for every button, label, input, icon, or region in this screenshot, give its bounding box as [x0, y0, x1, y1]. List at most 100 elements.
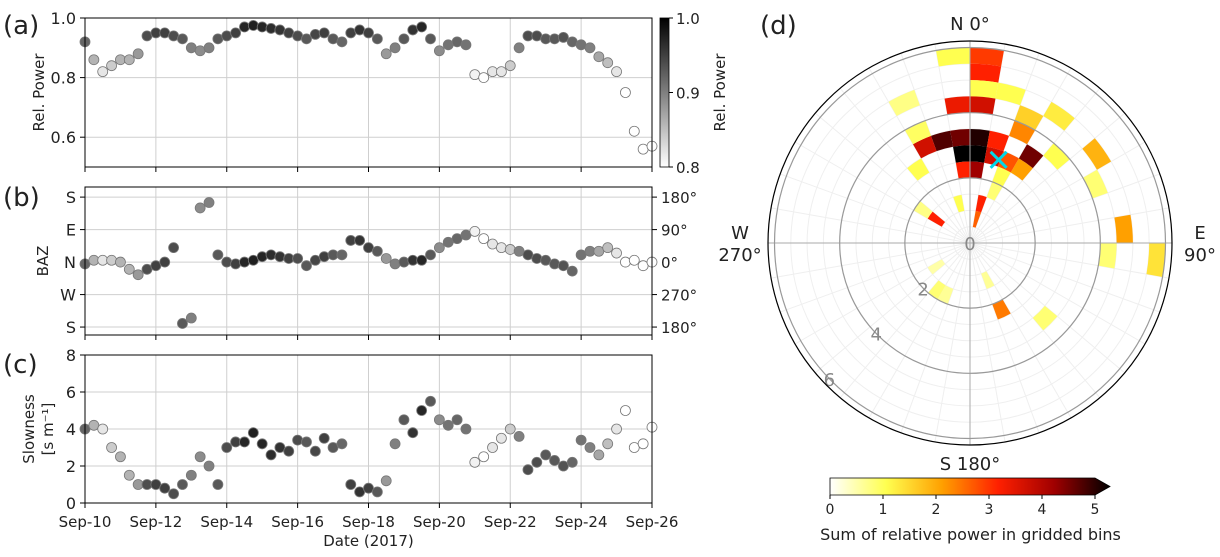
- point: [106, 254, 117, 266]
- polar-bin: [927, 211, 946, 227]
- polar-bin: [975, 194, 987, 213]
- point: [239, 256, 250, 268]
- y-tick-label: W: [60, 286, 76, 305]
- point: [495, 242, 507, 254]
- minor-grid: [780, 242, 971, 313]
- point: [336, 438, 348, 450]
- polar-bin: [970, 63, 1002, 83]
- x-tick-label: Sep-14: [200, 513, 253, 531]
- point: [593, 51, 605, 63]
- point: [460, 39, 472, 51]
- point: [558, 260, 569, 272]
- minor-grid: [770, 207, 971, 244]
- polar-bin: [972, 210, 982, 228]
- point: [301, 33, 312, 45]
- polar-bin: [944, 96, 970, 115]
- y-tick-label: S: [66, 318, 76, 337]
- point: [301, 260, 312, 272]
- minor-grid: [969, 141, 1146, 244]
- y-tick-label: 6: [66, 383, 76, 402]
- theta-tick-label: 270°: [718, 245, 761, 266]
- theta-tick-label: 90°: [1184, 245, 1216, 266]
- point: [256, 251, 268, 263]
- polar-bin: [913, 201, 933, 219]
- point: [185, 312, 197, 324]
- point: [380, 253, 392, 264]
- point: [389, 258, 401, 270]
- point: [203, 42, 215, 54]
- polar-bin: [927, 259, 946, 275]
- polar-bin: [970, 128, 990, 147]
- point: [620, 256, 631, 268]
- y-axis-label: [s m⁻¹]: [39, 403, 57, 456]
- point: [318, 251, 330, 263]
- colorbar-tick-label: 1: [879, 502, 888, 518]
- y2-tick-label: 180°: [661, 189, 697, 207]
- polar-bin: [953, 194, 965, 213]
- y-tick-label: 0: [66, 494, 76, 513]
- plot-frame: [84, 17, 653, 168]
- minor-grid: [839, 87, 971, 244]
- minor-grid: [969, 112, 1126, 244]
- minor-grid: [900, 242, 971, 433]
- point: [123, 54, 135, 66]
- colorbar-tick-label: 4: [1038, 502, 1047, 518]
- point: [265, 449, 277, 461]
- polar-bin: [970, 80, 999, 99]
- y-axis-label: Rel. Power: [30, 53, 48, 132]
- point: [309, 28, 321, 40]
- polar-bin: [970, 161, 985, 179]
- point: [593, 449, 605, 461]
- point: [371, 245, 383, 257]
- point: [495, 432, 507, 444]
- point: [495, 66, 507, 78]
- x-axis-label: Date (2017): [323, 532, 414, 550]
- point: [628, 125, 640, 137]
- point: [584, 42, 596, 54]
- y-tick-label: N: [64, 253, 76, 272]
- point: [531, 253, 543, 264]
- r-grid: [839, 112, 1101, 374]
- point: [611, 66, 622, 78]
- point: [433, 242, 445, 254]
- point: [301, 436, 312, 448]
- point: [531, 456, 543, 468]
- point: [451, 414, 463, 426]
- polar-bin: [955, 161, 970, 179]
- point: [566, 265, 578, 277]
- y-tick-label: S: [66, 188, 76, 207]
- point: [549, 258, 560, 270]
- point: [318, 432, 330, 444]
- minor-grid: [780, 173, 971, 244]
- r-grid: [773, 46, 1167, 440]
- polar-bin: [981, 271, 995, 289]
- point: [504, 60, 516, 72]
- point: [504, 423, 516, 435]
- minor-grid: [969, 242, 1146, 345]
- point: [336, 249, 348, 261]
- point: [363, 27, 374, 39]
- y-axis-label: Slowness: [20, 394, 38, 464]
- polar-bin: [1043, 143, 1070, 170]
- polar-bin: [1018, 144, 1044, 169]
- polar-bin: [907, 158, 930, 181]
- x-tick-label: Sep-20: [413, 513, 466, 531]
- polar-bin: [912, 135, 937, 159]
- point: [540, 449, 552, 461]
- point: [575, 434, 587, 446]
- polar-bin: [1082, 169, 1108, 199]
- plot-frame: [84, 186, 653, 336]
- point: [620, 87, 631, 98]
- minor-grid: [934, 242, 971, 443]
- r-tick-label: 6: [824, 370, 835, 391]
- theta-tick-label: E: [1194, 223, 1205, 244]
- point: [292, 434, 304, 446]
- point: [97, 423, 109, 435]
- colorbar-tick-label: 5: [1091, 502, 1100, 518]
- colorbar-tick-label: 0: [826, 502, 835, 518]
- polar-bin: [992, 166, 1011, 187]
- point: [478, 233, 490, 245]
- minor-grid: [969, 207, 1170, 244]
- point: [239, 436, 250, 448]
